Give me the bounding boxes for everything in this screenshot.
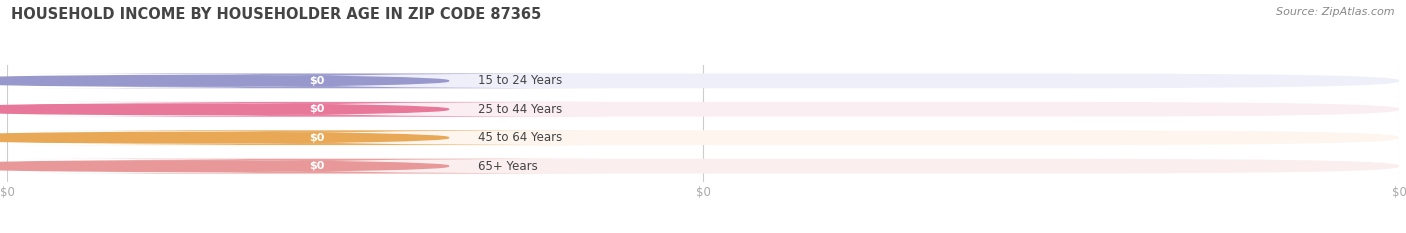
FancyBboxPatch shape bbox=[0, 73, 342, 88]
Circle shape bbox=[0, 104, 449, 115]
Circle shape bbox=[0, 161, 449, 171]
Text: HOUSEHOLD INCOME BY HOUSEHOLDER AGE IN ZIP CODE 87365: HOUSEHOLD INCOME BY HOUSEHOLDER AGE IN Z… bbox=[11, 7, 541, 22]
FancyBboxPatch shape bbox=[7, 159, 1399, 174]
Text: 45 to 64 Years: 45 to 64 Years bbox=[478, 131, 562, 144]
Circle shape bbox=[0, 75, 449, 86]
FancyBboxPatch shape bbox=[0, 159, 342, 174]
Circle shape bbox=[0, 132, 449, 143]
Text: 65+ Years: 65+ Years bbox=[478, 160, 537, 173]
Text: Source: ZipAtlas.com: Source: ZipAtlas.com bbox=[1277, 7, 1395, 17]
FancyBboxPatch shape bbox=[7, 130, 1399, 145]
Text: $0: $0 bbox=[309, 133, 325, 143]
FancyBboxPatch shape bbox=[28, 159, 606, 174]
Text: $0: $0 bbox=[309, 76, 325, 86]
FancyBboxPatch shape bbox=[28, 102, 606, 117]
FancyBboxPatch shape bbox=[0, 130, 342, 145]
FancyBboxPatch shape bbox=[7, 73, 1399, 88]
Text: $0: $0 bbox=[309, 104, 325, 114]
FancyBboxPatch shape bbox=[28, 73, 606, 88]
Text: 25 to 44 Years: 25 to 44 Years bbox=[478, 103, 562, 116]
Text: 15 to 24 Years: 15 to 24 Years bbox=[478, 74, 562, 87]
FancyBboxPatch shape bbox=[0, 102, 342, 117]
FancyBboxPatch shape bbox=[7, 102, 1399, 117]
Text: $0: $0 bbox=[309, 161, 325, 171]
FancyBboxPatch shape bbox=[28, 130, 606, 145]
